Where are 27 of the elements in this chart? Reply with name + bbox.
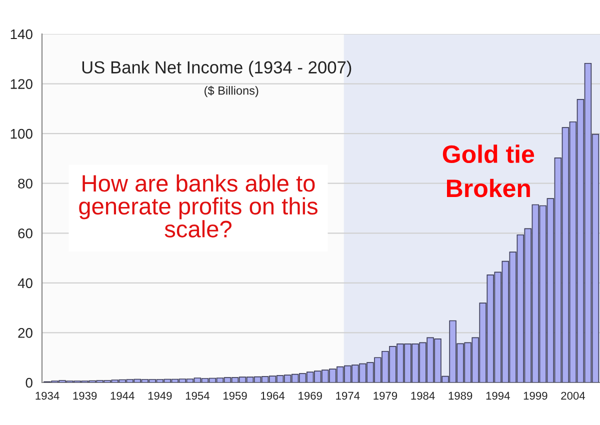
y-tick-label: 80 <box>18 178 32 189</box>
x-tick-label: 1969 <box>298 392 322 400</box>
x-tick-label: 1949 <box>148 392 172 400</box>
y-tick-label: 40 <box>18 278 32 288</box>
x-tick-label: 1964 <box>261 392 285 400</box>
annotation: How are banks able to generate profits on this scale? <box>79 174 318 238</box>
annotation: Gold tie Broken <box>442 144 534 198</box>
x-tick-label: 1989 <box>448 392 472 400</box>
x-tick-label: 1954 <box>186 392 210 400</box>
x-tick-label: 1944 <box>110 392 134 400</box>
x-tick-label: 1934 <box>36 392 60 400</box>
y-tick-label: 100 <box>10 128 32 139</box>
x-tick-label: 1979 <box>374 392 398 400</box>
x-tick-label: 1984 <box>411 392 435 400</box>
x-tick-label: 1994 <box>486 392 510 400</box>
text: US Bank Net Income (1934 - 2007) <box>82 60 352 77</box>
x-tick-label: 1959 <box>224 392 247 400</box>
y-tick-label: 20 <box>18 328 32 338</box>
text: ($ Billions) <box>204 86 258 98</box>
x-tick-label: 1939 <box>73 392 97 400</box>
y-tick-label: 60 <box>18 228 32 238</box>
y-tick-label: 120 <box>10 79 32 89</box>
x-tick-label: 1999 <box>524 392 548 400</box>
y-tick-label: 0 <box>26 378 32 388</box>
x-tick-label: 1974 <box>336 392 360 400</box>
x-tick-label: 2004 <box>561 392 585 400</box>
y-tick-label: 140 <box>10 29 32 40</box>
